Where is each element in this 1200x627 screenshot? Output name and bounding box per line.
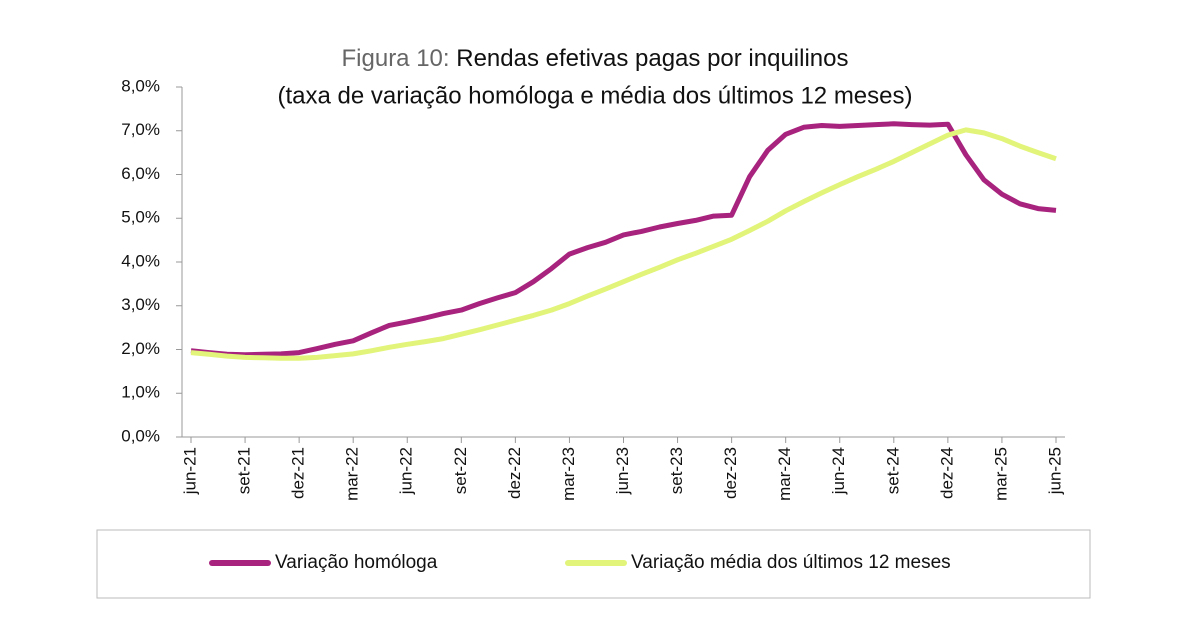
x-tick-label: mar-24 [775,447,794,501]
y-tick-label: 8,0% [121,76,160,95]
figure-label: Figura 10: [342,45,450,72]
legend-box [96,529,1091,599]
y-tick-label: 1,0% [121,383,160,402]
legend-label: Variação média dos últimos 12 meses [631,552,951,573]
series-line [190,127,1057,361]
x-tick-label: set-21 [235,447,254,494]
series-line [190,121,1057,358]
y-tick-label: 4,0% [121,251,160,270]
x-tick-label: dez-22 [505,447,524,499]
y-tick-label: 2,0% [121,339,160,358]
y-tick-label: 6,0% [121,164,160,183]
x-tick-label: dez-23 [721,447,740,499]
y-tick-label: 5,0% [121,208,160,227]
chart-subtitle: (taxa de variação homóloga e média dos ú… [278,82,913,109]
x-tick-label: jun-24 [829,447,848,495]
x-tick-label: set-24 [883,447,902,494]
x-tick-label: jun-22 [397,447,416,495]
x-tick-label: dez-24 [937,447,956,499]
x-tick-label: mar-23 [559,447,578,501]
y-tick-label: 0,0% [121,426,160,445]
chart-title: Rendas efetivas pagas por inquilinos [456,45,848,72]
x-tick-label: mar-22 [343,447,362,501]
x-tick-label: jun-23 [613,447,632,495]
x-tick-label: jun-21 [180,447,199,495]
y-tick-label: 7,0% [121,120,160,139]
chart-title-line: Figura 10: Rendas efetivas pagas por inq… [342,45,849,72]
x-tick-label: set-23 [667,447,686,494]
y-tick-label: 3,0% [121,295,160,314]
x-tick-label: set-22 [451,447,470,494]
x-tick-label: mar-25 [991,447,1010,501]
legend-label: Variação homóloga [275,552,438,573]
x-tick-label: jun-25 [1045,447,1064,495]
x-tick-label: dez-21 [289,447,308,499]
